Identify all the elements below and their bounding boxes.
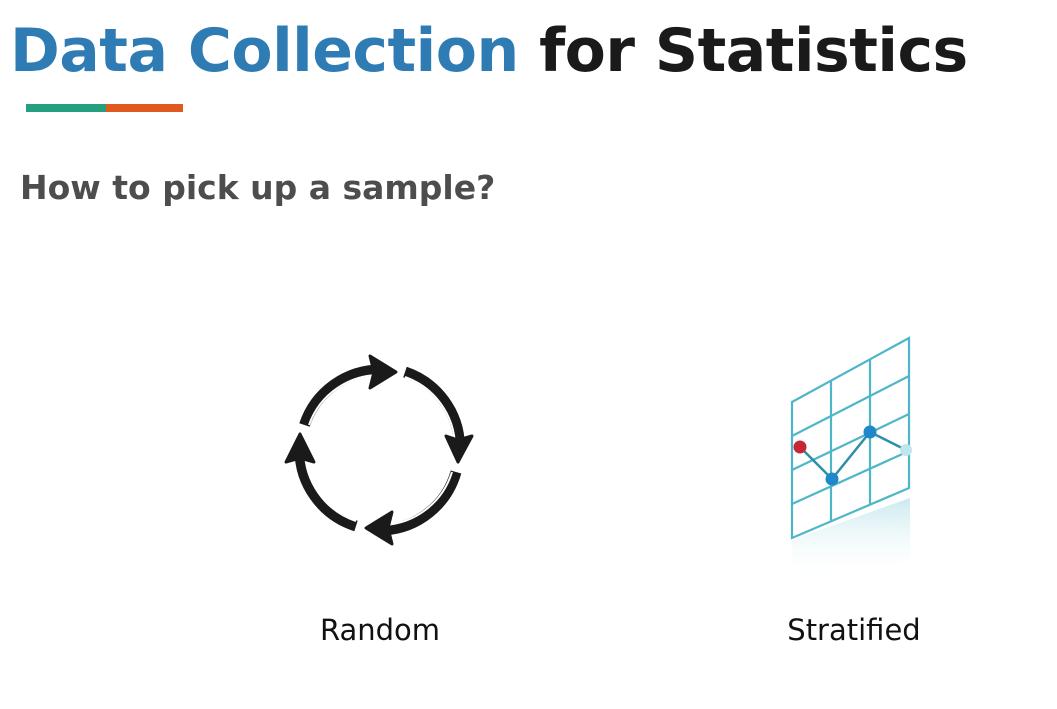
- option-random: Random: [250, 320, 510, 660]
- option-stratified-label: Stratified: [787, 613, 921, 647]
- option-stratified: Stratified: [724, 320, 984, 660]
- title-rest-text: for Statistics: [539, 16, 968, 86]
- circular-arrows-icon: [284, 354, 474, 546]
- title-underline-green: [26, 104, 106, 112]
- slide-title: Data Collection for Statistics: [10, 6, 968, 96]
- slide-subtitle: How to pick up a sample?: [20, 168, 496, 207]
- option-random-label: Random: [319, 613, 441, 647]
- title-accent-text: Data Collection: [10, 16, 519, 86]
- title-underline-orange: [106, 104, 183, 112]
- perspective-grid-chart-icon: [790, 336, 912, 580]
